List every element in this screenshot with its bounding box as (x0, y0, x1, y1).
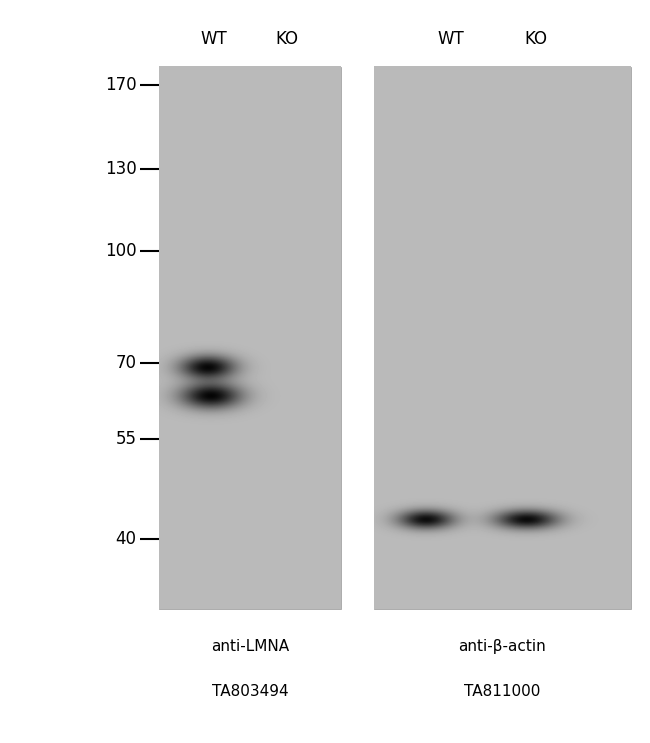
Text: KO: KO (524, 30, 547, 48)
Text: 130: 130 (105, 160, 136, 178)
Text: TA811000: TA811000 (464, 684, 540, 698)
Text: WT: WT (437, 30, 464, 48)
Text: anti-LMNA: anti-LMNA (211, 639, 289, 654)
Text: TA803494: TA803494 (212, 684, 289, 698)
Bar (159, 67, 341, 609)
Text: 100: 100 (105, 242, 136, 260)
Text: 170: 170 (105, 76, 136, 94)
Bar (374, 67, 630, 609)
Text: KO: KO (275, 30, 298, 48)
Text: 40: 40 (116, 530, 136, 548)
Text: WT: WT (200, 30, 227, 48)
Text: anti-β-actin: anti-β-actin (458, 639, 546, 654)
Text: 55: 55 (116, 430, 136, 448)
Text: 70: 70 (116, 354, 136, 372)
